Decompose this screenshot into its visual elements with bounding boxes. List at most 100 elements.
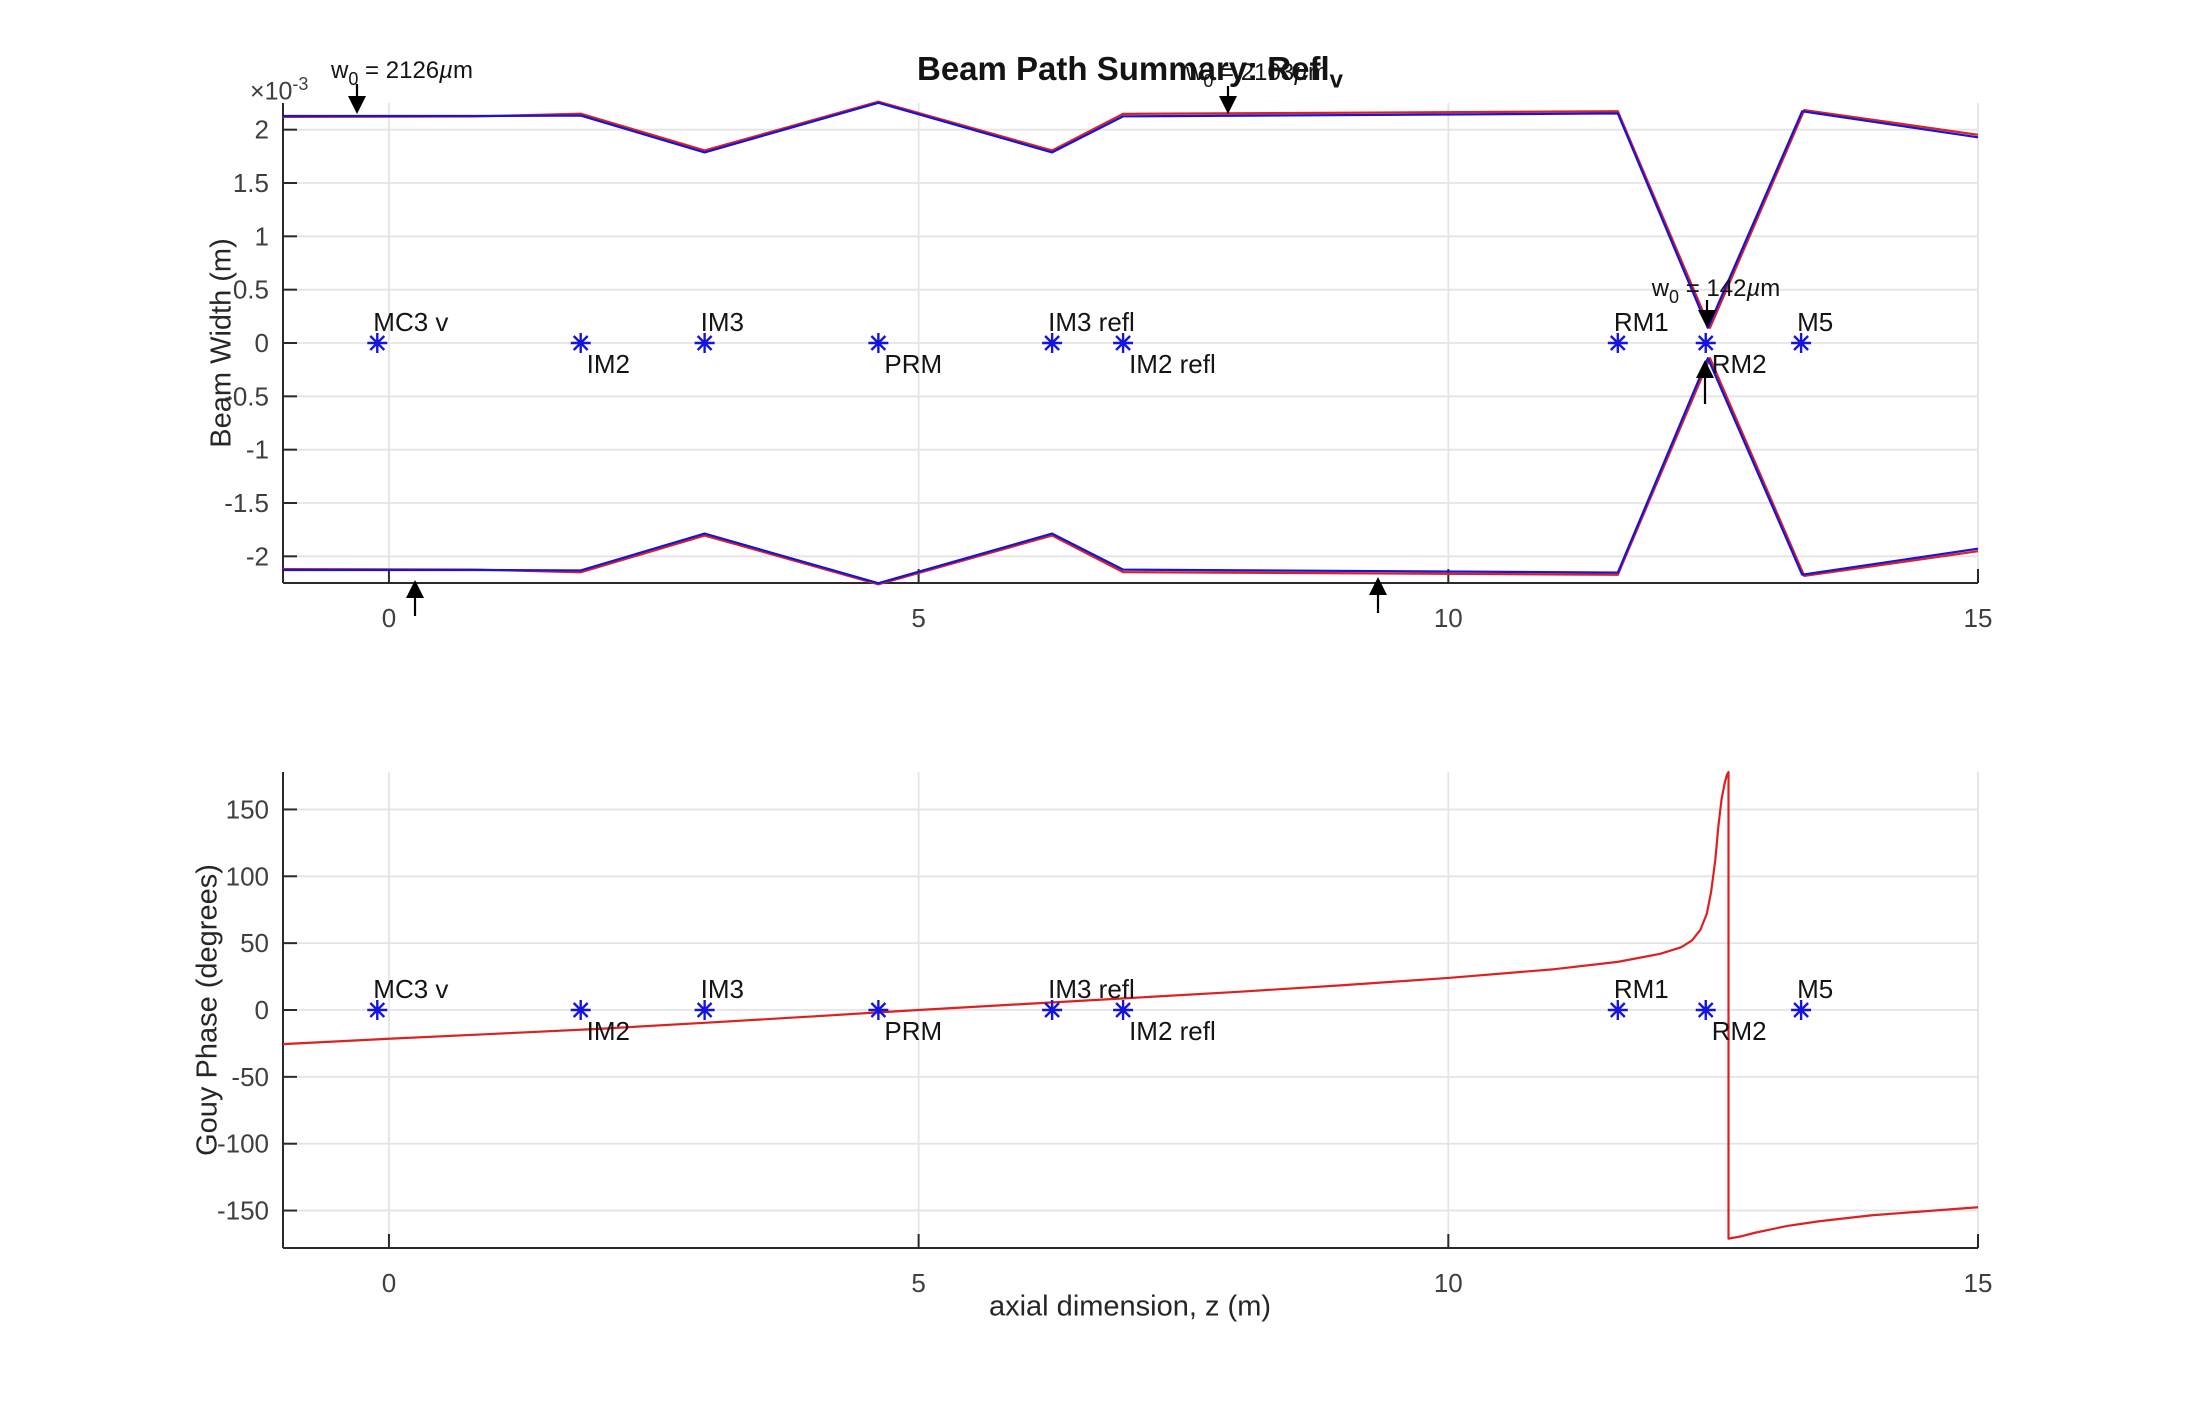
y-multiplier-exponent: -3 xyxy=(292,74,309,94)
y-tick-label: -150 xyxy=(217,1196,269,1226)
chart-title: Beam Path Summary: Reflv xyxy=(917,50,1343,95)
asterisk-marker-icon xyxy=(696,1002,713,1018)
x-tick-label: 0 xyxy=(382,603,396,633)
optic-marker-label: M5 xyxy=(1797,974,1833,1004)
x-tick-label: 5 xyxy=(911,603,925,633)
optic-marker: IM2 refl xyxy=(1113,1000,1216,1046)
beam-width-plot: 0 5 10 15 2 1.5 1 0.5 0 -0.5 -1 -1.5 -2 MC3 v IM2 IM3 PR… xyxy=(224,57,1992,633)
optic-marker: IM3 xyxy=(694,974,744,1020)
gouy-phase-plot: 0 5 10 15 150 100 50 0 -50 -100 -150 MC3 v IM2 IM3 PRM… xyxy=(217,770,1993,1298)
beam-envelope-upper-red xyxy=(282,100,1979,329)
waist-annotation-arrowhead-icon xyxy=(406,580,424,598)
y-tick-label: 0 xyxy=(255,995,269,1025)
waist-annotation-label: w0 = 2103µm xyxy=(1185,59,1328,91)
asterisk-marker-icon xyxy=(1609,1002,1626,1018)
y-multiplier-base: ×10 xyxy=(250,77,293,106)
waist-annotation-arrowhead-icon xyxy=(348,96,366,114)
x-axis-label: axial dimension, z (m) xyxy=(988,1290,1272,1323)
waist-annotation: w0 = 2103µm xyxy=(1185,59,1387,613)
optic-marker: RM1 xyxy=(1607,307,1669,353)
optic-marker-label: IM3 xyxy=(701,974,744,1004)
asterisk-marker-icon xyxy=(696,335,713,351)
asterisk-marker-icon xyxy=(1115,335,1131,351)
waist-annotation-arrowhead-icon xyxy=(1369,577,1387,595)
waist-annotation-label: w0 = 2126µm xyxy=(330,57,473,89)
optic-marker: M5 xyxy=(1791,307,1833,353)
optic-marker-label: MC3 v xyxy=(373,307,448,337)
optic-marker-label: PRM xyxy=(884,349,942,379)
y-tick-label: -0.5 xyxy=(224,381,269,411)
optic-marker: IM3 refl xyxy=(1042,974,1135,1020)
optic-marker: IM3 xyxy=(694,307,744,353)
optic-marker-label: IM2 xyxy=(587,349,630,379)
optic-marker: PRM xyxy=(868,333,942,379)
optic-marker-label: MC3 v xyxy=(373,974,448,1004)
asterisk-marker-icon xyxy=(369,1002,386,1018)
optic-marker-label: M5 xyxy=(1797,307,1833,337)
optic-marker: IM2 refl xyxy=(1113,333,1216,379)
optic-marker-label: PRM xyxy=(884,1016,942,1046)
gouy-phase-curve xyxy=(282,770,1979,1240)
optic-marker-label: IM3 refl xyxy=(1048,974,1135,1004)
waist-annotation-label: w0 = 142µm xyxy=(1651,275,1781,307)
x-tick-label: 0 xyxy=(382,1268,396,1298)
y-tick-label: 1.5 xyxy=(233,168,269,198)
y-tick-label: -50 xyxy=(231,1062,269,1092)
optic-marker-label: IM2 refl xyxy=(1129,1016,1216,1046)
y-tick-label: 0.5 xyxy=(233,275,269,305)
x-tick-label: 10 xyxy=(1434,1268,1463,1298)
beam-envelope-upper-blue xyxy=(283,101,1979,329)
waist-annotation: w0 = 2126µm xyxy=(330,57,473,616)
optic-marker: M5 xyxy=(1791,974,1833,1020)
x-tick-label: 5 xyxy=(911,1268,925,1298)
x-tick-label: 15 xyxy=(1964,1268,1993,1298)
gouy-phase-axis-label: Gouy Phase (degrees) xyxy=(191,864,224,1156)
y-tick-label: 100 xyxy=(226,861,269,891)
y-axis-multiplier: ×10-3 xyxy=(250,74,308,106)
asterisk-marker-icon xyxy=(870,335,887,351)
asterisk-marker-icon xyxy=(1697,1002,1714,1018)
optic-marker: MC3 v xyxy=(367,307,448,353)
optic-marker: RM1 xyxy=(1607,974,1669,1020)
asterisk-marker-icon xyxy=(1697,335,1714,351)
asterisk-marker-icon xyxy=(572,335,589,351)
asterisk-marker-icon xyxy=(1609,335,1626,351)
optic-marker-label: RM1 xyxy=(1614,307,1669,337)
asterisk-marker-icon xyxy=(1793,335,1809,351)
y-tick-label: 2 xyxy=(255,115,269,145)
beam-envelope-lower-blue xyxy=(283,357,1979,585)
x-tick-label: 15 xyxy=(1964,603,1993,633)
y-tick-label: -2 xyxy=(246,541,269,571)
optic-marker: MC3 v xyxy=(367,974,448,1020)
beam-width-axis-label: Beam Width (m) xyxy=(205,238,238,448)
optic-marker-label: RM2 xyxy=(1712,1016,1767,1046)
optic-marker: PRM xyxy=(868,1000,942,1046)
beam-envelope-lower-red xyxy=(282,357,1979,586)
asterisk-marker-icon xyxy=(1044,335,1060,351)
optic-marker-label: RM1 xyxy=(1614,974,1669,1004)
y-tick-label: -1.5 xyxy=(224,488,269,518)
optic-marker: IM3 refl xyxy=(1042,307,1135,353)
waist-annotation-arrowhead-icon xyxy=(1696,360,1714,378)
asterisk-marker-icon xyxy=(572,1002,589,1018)
optic-marker: RM2 xyxy=(1695,333,1767,379)
chart-title-subscript: v xyxy=(1329,66,1343,94)
optic-marker-label: IM2 refl xyxy=(1129,349,1216,379)
y-tick-label: 0 xyxy=(255,328,269,358)
y-tick-label: 150 xyxy=(226,794,269,824)
optic-marker: IM2 xyxy=(570,333,630,379)
optic-marker: IM2 xyxy=(570,1000,630,1046)
waist-annotation-arrowhead-icon xyxy=(1219,96,1237,114)
asterisk-marker-icon xyxy=(1115,1002,1131,1018)
optic-marker-label: IM2 xyxy=(587,1016,630,1046)
optic-marker: RM2 xyxy=(1695,1000,1767,1046)
chart-title-text: Beam Path Summary: Refl xyxy=(917,50,1330,87)
asterisk-marker-icon xyxy=(369,335,386,351)
optic-marker-label: RM2 xyxy=(1712,349,1767,379)
y-tick-label: 50 xyxy=(240,928,269,958)
x-tick-label: 10 xyxy=(1434,603,1463,633)
asterisk-marker-icon xyxy=(1044,1002,1060,1018)
asterisk-marker-icon xyxy=(870,1002,887,1018)
asterisk-marker-icon xyxy=(1793,1002,1809,1018)
